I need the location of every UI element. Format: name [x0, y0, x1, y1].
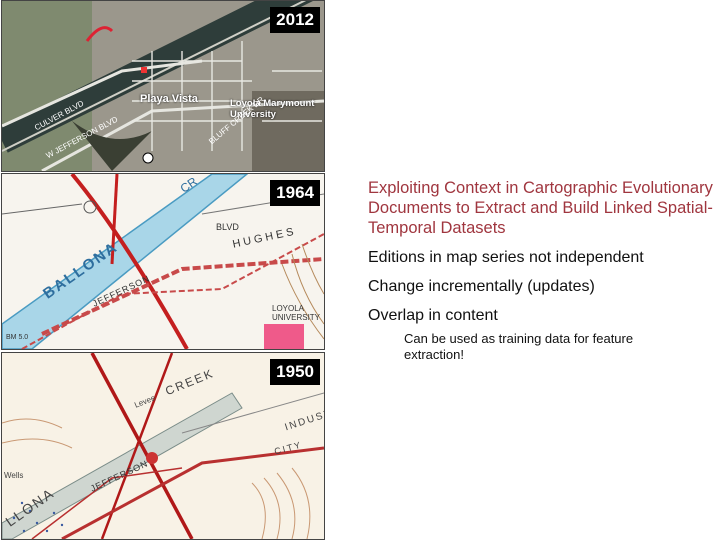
year-badge-1950: 1950: [270, 359, 320, 385]
label-loyola-1964: LOYOLA UNIVERSITY: [272, 304, 321, 322]
label-wells: Wells: [4, 471, 24, 480]
map-1950: CREEK Levee JEFFERSON LLONA INDUST CITY …: [1, 352, 325, 540]
bullet-editions: Editions in map series not independent: [368, 249, 644, 266]
label-blvd-1964: BLVD: [216, 222, 239, 232]
map-1964: BALLONA CR HUGHES JEFFERSON BLVD LOYOLA …: [1, 173, 325, 350]
bullet-overlap: Overlap in content: [368, 307, 498, 324]
year-badge-1964: 1964: [270, 180, 320, 206]
slide-text-panel: Exploiting Context in Cartographic Evolu…: [368, 178, 713, 363]
label-bm: BM 5.0: [6, 334, 29, 341]
topo-map-1950-image: [2, 353, 324, 539]
map-2012: Playa Vista Loyola Marymount University …: [1, 0, 325, 172]
bullet-change: Change incrementally (updates): [368, 278, 595, 295]
slide-title: Exploiting Context in Cartographic Evolu…: [368, 179, 713, 237]
label-playa-vista: Playa Vista: [140, 93, 198, 105]
year-badge-2012: 2012: [270, 7, 320, 33]
sub-bullet-training: Can be used as training data for feature…: [404, 331, 634, 362]
label-lmu: Loyola Marymount University: [230, 98, 315, 120]
